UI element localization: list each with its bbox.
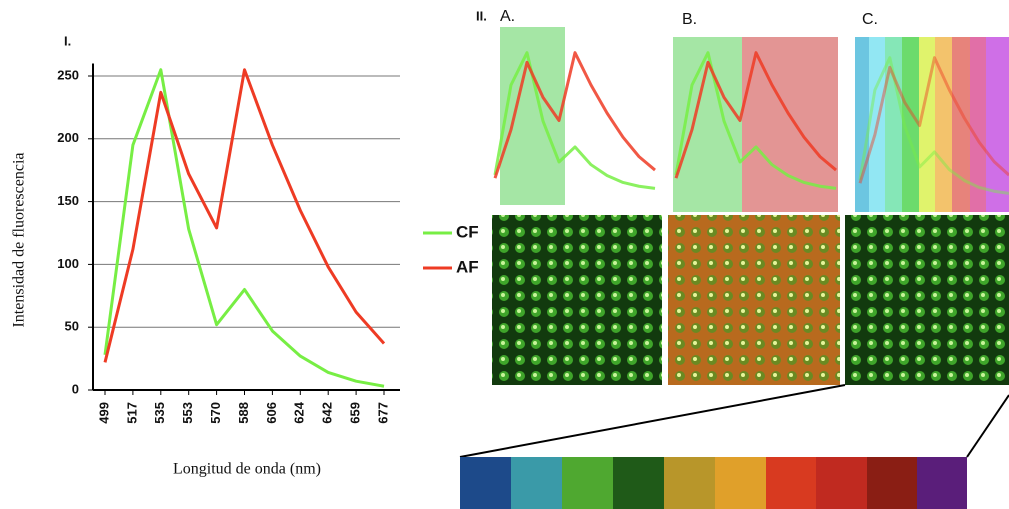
series-line bbox=[105, 70, 384, 363]
y-tick-label: 150 bbox=[57, 193, 79, 208]
x-tick-label: 553 bbox=[180, 402, 195, 424]
y-tick-label: 0 bbox=[72, 381, 79, 396]
zoom-line bbox=[460, 385, 845, 457]
x-tick-label: 642 bbox=[320, 402, 335, 424]
zoom-line bbox=[967, 395, 1009, 457]
filter-strip bbox=[460, 457, 967, 509]
legend-label: CF bbox=[456, 222, 479, 241]
figure: I. II. A. B. C. Intensidad de fluorescen… bbox=[0, 0, 1009, 509]
panel-label: I. bbox=[64, 33, 71, 48]
x-tick-label: 499 bbox=[96, 402, 111, 424]
legend-label: AF bbox=[456, 257, 479, 276]
x-tick-label: 517 bbox=[124, 402, 139, 424]
x-tick-label: 535 bbox=[152, 402, 167, 424]
x-tick-label: 606 bbox=[264, 402, 279, 424]
x-tick-label: 588 bbox=[236, 402, 251, 424]
subpanel-label: A. bbox=[500, 8, 515, 25]
subpanel-label: B. bbox=[682, 11, 697, 28]
y-tick-label: 200 bbox=[57, 130, 79, 145]
y-tick-label: 50 bbox=[65, 319, 79, 334]
x-axis-label: Longitud de onda (nm) bbox=[173, 461, 321, 478]
y-tick-label: 100 bbox=[57, 256, 79, 271]
x-tick-label: 570 bbox=[208, 402, 223, 424]
subpanel-label: C. bbox=[862, 11, 878, 28]
panel-label: II. bbox=[476, 8, 487, 23]
y-tick-label: 250 bbox=[57, 67, 79, 82]
x-tick-label: 624 bbox=[292, 401, 307, 423]
series-line bbox=[105, 70, 384, 387]
x-tick-label: 677 bbox=[375, 402, 390, 424]
x-tick-label: 659 bbox=[348, 402, 363, 424]
micrograph bbox=[845, 215, 1009, 385]
micrograph bbox=[492, 215, 662, 385]
micrograph bbox=[668, 215, 840, 385]
y-axis-label: Intensidad de fluorescencia bbox=[11, 152, 28, 327]
